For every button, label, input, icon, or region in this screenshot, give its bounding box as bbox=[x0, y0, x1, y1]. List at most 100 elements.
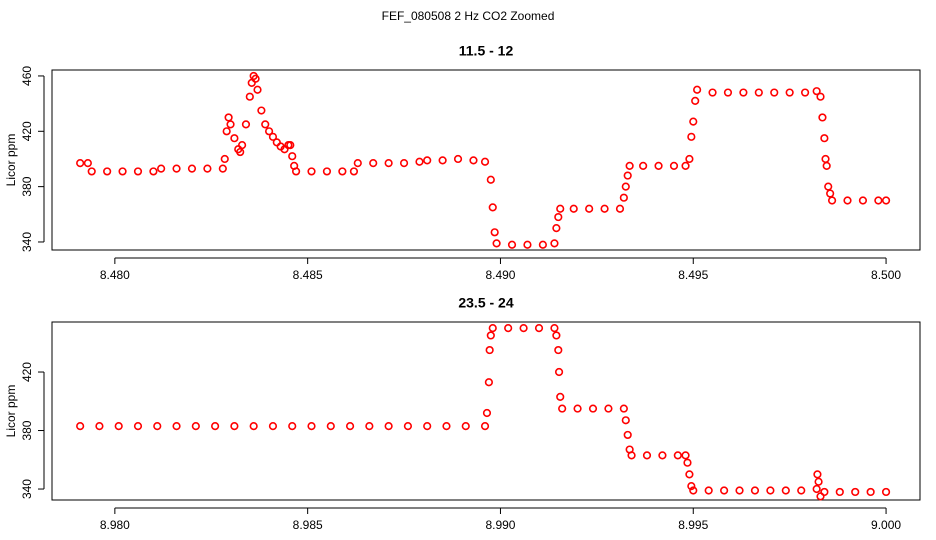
data-point bbox=[307, 422, 316, 431]
data-point bbox=[288, 422, 297, 431]
data-point bbox=[642, 451, 652, 460]
data-point bbox=[480, 422, 490, 431]
data-point bbox=[268, 422, 278, 431]
y-tick-label: 340 bbox=[20, 232, 34, 252]
data-point bbox=[238, 141, 247, 150]
data-point bbox=[490, 228, 499, 237]
data-point bbox=[658, 451, 667, 460]
data-point bbox=[824, 182, 833, 191]
data-point bbox=[685, 470, 694, 479]
data-point bbox=[523, 240, 532, 249]
y-tick-label: 340 bbox=[20, 479, 34, 499]
data-point bbox=[384, 422, 393, 431]
data-point bbox=[604, 404, 613, 413]
data-point bbox=[826, 189, 835, 198]
data-point bbox=[554, 212, 563, 222]
data-point bbox=[488, 203, 497, 212]
data-point bbox=[621, 182, 630, 191]
data-point bbox=[816, 92, 825, 101]
data-point bbox=[230, 134, 239, 143]
data-point bbox=[556, 204, 565, 213]
data-point bbox=[345, 422, 355, 431]
x-tick-label: 8.490 bbox=[485, 268, 515, 282]
data-point bbox=[224, 113, 233, 122]
data-point bbox=[76, 159, 85, 168]
data-point bbox=[766, 486, 775, 495]
data-point bbox=[866, 487, 875, 497]
data-point bbox=[251, 74, 260, 83]
data-point bbox=[654, 161, 663, 170]
data-point bbox=[222, 127, 231, 136]
data-point bbox=[486, 331, 495, 340]
data-point bbox=[288, 152, 297, 161]
data-point bbox=[814, 477, 823, 486]
data-point bbox=[438, 156, 447, 165]
data-point bbox=[399, 159, 409, 168]
data-point bbox=[114, 422, 123, 431]
data-point bbox=[253, 85, 262, 94]
data-point bbox=[218, 164, 227, 173]
x-tick-label: 8.480 bbox=[100, 268, 130, 282]
data-point bbox=[322, 167, 332, 176]
data-point bbox=[687, 132, 696, 141]
data-point bbox=[797, 486, 806, 495]
data-point bbox=[369, 159, 378, 168]
data-point bbox=[821, 154, 830, 164]
data-point bbox=[353, 159, 362, 168]
data-point bbox=[851, 487, 860, 497]
data-point bbox=[261, 120, 270, 129]
y-axis-label: Licor ppm bbox=[4, 134, 18, 187]
data-point bbox=[813, 470, 822, 479]
data-point bbox=[683, 458, 692, 467]
data-point bbox=[691, 96, 700, 105]
data-point bbox=[453, 154, 463, 164]
data-point bbox=[103, 167, 112, 176]
data-point bbox=[750, 486, 760, 495]
data-point bbox=[349, 167, 359, 176]
data-point bbox=[569, 204, 578, 213]
data-point bbox=[247, 78, 256, 87]
data-point bbox=[286, 141, 295, 150]
data-point bbox=[519, 324, 528, 333]
data-point bbox=[226, 120, 235, 129]
data-point bbox=[673, 451, 682, 460]
data-point bbox=[423, 422, 432, 431]
data-point bbox=[83, 159, 92, 168]
data-point bbox=[550, 239, 559, 248]
data-point bbox=[326, 422, 335, 431]
data-point bbox=[153, 422, 162, 431]
data-point bbox=[534, 324, 544, 333]
data-point bbox=[133, 167, 143, 176]
data-point bbox=[812, 87, 821, 96]
data-point bbox=[585, 204, 594, 213]
data-point bbox=[627, 451, 636, 460]
data-point bbox=[600, 204, 609, 213]
data-point bbox=[384, 159, 393, 168]
data-point bbox=[687, 482, 696, 491]
data-point bbox=[486, 175, 495, 184]
data-point bbox=[770, 88, 779, 97]
data-point bbox=[507, 240, 517, 249]
data-point bbox=[241, 120, 251, 129]
data-point bbox=[365, 422, 374, 431]
data-point bbox=[488, 324, 497, 333]
data-point bbox=[307, 167, 316, 176]
data-point bbox=[403, 422, 413, 431]
data-point bbox=[739, 88, 748, 97]
data-point bbox=[538, 240, 547, 249]
data-point bbox=[245, 92, 254, 101]
data-point bbox=[588, 404, 598, 413]
data-point bbox=[573, 404, 582, 413]
data-point bbox=[220, 154, 229, 164]
data-point bbox=[681, 451, 690, 460]
x-tick-label: 9.000 bbox=[871, 518, 901, 532]
data-point bbox=[704, 486, 713, 495]
y-tick-label: 420 bbox=[20, 121, 34, 141]
data-point bbox=[827, 196, 837, 205]
data-point bbox=[203, 164, 212, 173]
data-point bbox=[469, 156, 478, 165]
data-point bbox=[623, 430, 632, 440]
data-point bbox=[552, 331, 561, 340]
data-point bbox=[822, 161, 831, 170]
